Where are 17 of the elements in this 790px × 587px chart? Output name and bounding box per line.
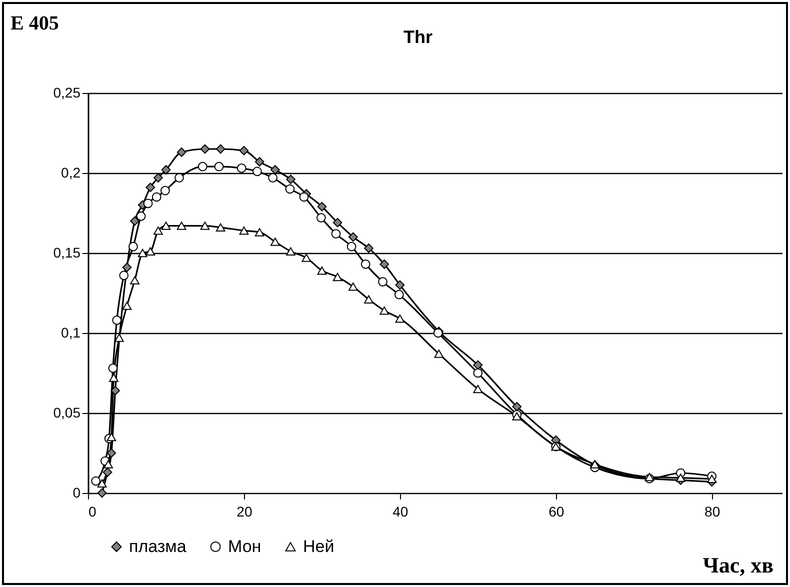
y-tick-label: 0,05 xyxy=(53,404,81,420)
x-axis-title: Час, хв xyxy=(702,552,774,578)
x-tick-label: 40 xyxy=(392,504,408,520)
y-axis-title: E 405 xyxy=(10,12,59,34)
y-tick-label: 0,15 xyxy=(53,244,81,260)
legend-label: Ней xyxy=(303,536,334,556)
x-tick-label: 20 xyxy=(236,504,252,520)
y-tick-label: 0,1 xyxy=(61,324,81,340)
x-tick-label: 0 xyxy=(88,504,96,520)
chart-title: Thr xyxy=(404,27,432,47)
y-tick-label: 0 xyxy=(72,484,81,500)
y-tick-label: 0,25 xyxy=(53,84,81,100)
legend-label: плазма xyxy=(129,536,187,556)
y-tick-label: 0,2 xyxy=(61,164,81,180)
x-tick-label: 60 xyxy=(548,504,564,520)
legend-label: Мон xyxy=(228,536,262,556)
x-tick-label: 80 xyxy=(704,504,720,520)
